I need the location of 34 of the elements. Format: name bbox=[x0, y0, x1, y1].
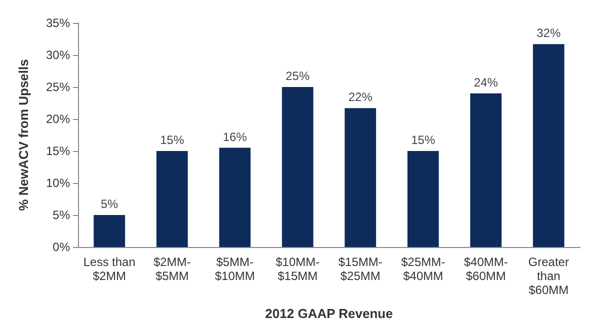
x-tick-label: $2MM- $5MM bbox=[153, 255, 191, 283]
y-axis-title: % NewACV from Upsells bbox=[16, 59, 31, 211]
data-label: 15% bbox=[160, 133, 184, 147]
y-tick-label: 35% bbox=[46, 16, 70, 30]
bar bbox=[470, 93, 502, 247]
x-tick-label: Less than $2MM bbox=[83, 255, 136, 283]
x-tick-label: $10MM- $15MM bbox=[276, 255, 320, 283]
data-label: 24% bbox=[474, 75, 498, 90]
data-label: 25% bbox=[286, 69, 310, 83]
x-axis-title: 2012 GAAP Revenue bbox=[265, 306, 393, 321]
y-tick-label: 0% bbox=[52, 240, 70, 254]
data-label: 22% bbox=[348, 90, 373, 104]
data-label: 5% bbox=[100, 197, 118, 211]
y-tick-label: 15% bbox=[46, 144, 70, 158]
bar bbox=[219, 148, 251, 247]
data-label: 15% bbox=[411, 133, 436, 147]
y-tick-label: 20% bbox=[46, 112, 70, 126]
bar bbox=[94, 215, 126, 247]
y-tick-label: 25% bbox=[46, 80, 70, 94]
y-tick-label: 5% bbox=[52, 208, 70, 222]
y-tick-label: 10% bbox=[46, 176, 70, 190]
x-tick-label: $25MM- $40MM bbox=[401, 255, 446, 283]
data-label: 16% bbox=[222, 130, 248, 144]
bar bbox=[282, 87, 314, 247]
bar bbox=[407, 151, 439, 247]
x-tick-label: Greater than $60MM bbox=[528, 255, 569, 297]
x-tick-label: $5MM- $10MM bbox=[214, 255, 255, 283]
bar bbox=[532, 44, 564, 247]
x-tick-label: $15MM- $25MM bbox=[338, 255, 382, 283]
x-tick-label: $40MM- $60MM bbox=[464, 255, 508, 283]
bar bbox=[156, 151, 188, 247]
bar bbox=[344, 108, 376, 247]
y-tick-label: 30% bbox=[46, 48, 70, 62]
data-label: 32% bbox=[536, 26, 561, 40]
